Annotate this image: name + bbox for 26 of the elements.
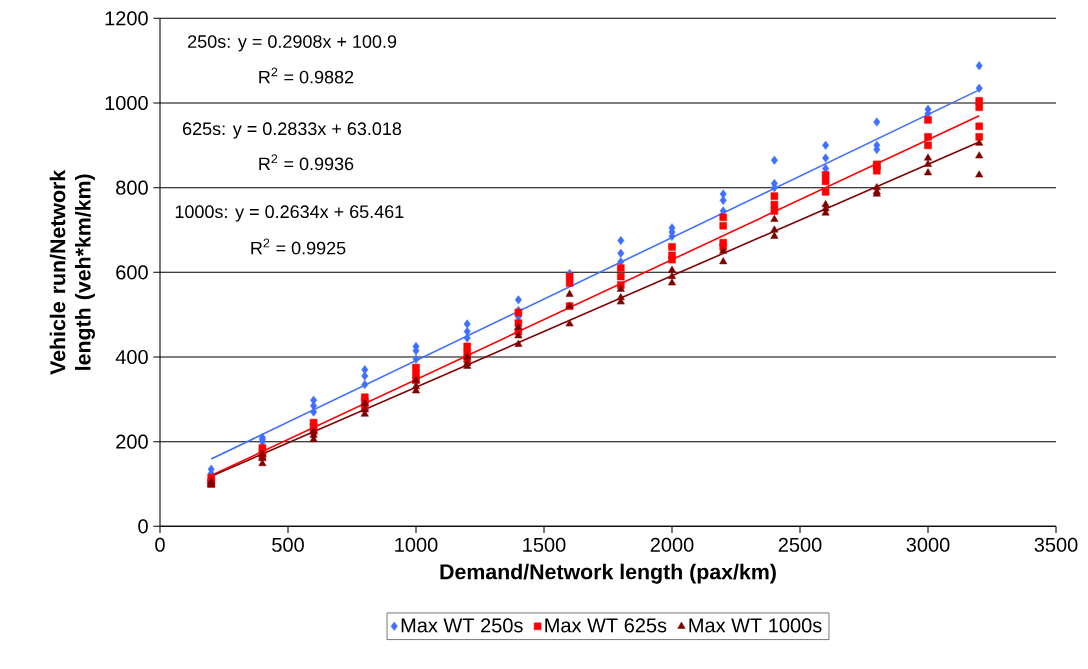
annotation: 1000s: y = 0.2634x + 65.461 [175, 205, 404, 222]
legend-label: Max WT 250s [401, 618, 523, 633]
x-tick-label: 2500 [778, 537, 822, 552]
x-axis-title: Demand/Network length (pax/km) [440, 563, 776, 584]
y-tick-label: 200 [116, 434, 148, 449]
annotation: R$^{2}$ = 0.9882 [259, 67, 354, 84]
y-tick-label: 800 [116, 180, 148, 195]
x-tick-label: 500 [272, 537, 304, 552]
x-tick-label: 3000 [906, 537, 950, 552]
legend-label: Max WT 625s [545, 618, 667, 633]
x-tick-label: 1000 [395, 537, 438, 552]
annotation: 625s: y = 0.2833x + 63.018 [183, 122, 402, 139]
x-tick-label: 0 [155, 537, 165, 552]
y-tick-label: 1000 [105, 95, 148, 111]
legend-label: Max WT 1000s [689, 618, 822, 633]
annotation: R$^{2}$ = 0.9925 [251, 238, 346, 255]
y-tick-label: 600 [116, 265, 148, 280]
annotation: 250s: y = 0.2908x + 100.9 [188, 35, 397, 52]
x-tick-label: 1500 [523, 537, 566, 552]
annotation: R$^{2}$ = 0.9936 [259, 154, 354, 171]
x-tick-label: 3500 [1034, 537, 1078, 552]
y-tick-label: 0 [138, 519, 148, 534]
x-tick-label: 2000 [650, 537, 694, 552]
y-axis-title: Vehicle run/Network length (veh*km/km) [49, 169, 95, 375]
y-tick-label: 400 [115, 349, 148, 365]
y-tick-label: 1200 [105, 11, 148, 26]
